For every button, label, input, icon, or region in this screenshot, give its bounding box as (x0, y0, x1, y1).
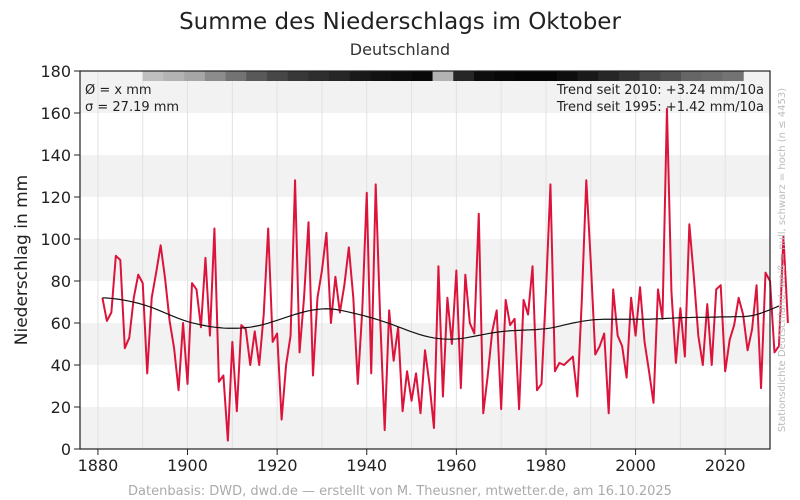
density-cell (349, 71, 372, 81)
y-tick-label: 140 (40, 146, 71, 165)
density-cell (142, 71, 165, 81)
density-cell (266, 71, 289, 81)
density-cell (515, 71, 537, 81)
x-axis: 1880 1900 1920 1940 1960 1980 2000 2020 (78, 449, 746, 475)
density-cell (411, 71, 434, 81)
density-cell (246, 71, 268, 81)
station-density-strip (142, 71, 744, 81)
band-0 (80, 407, 770, 449)
x-tick-label: 1880 (78, 456, 119, 475)
density-cell (391, 71, 413, 81)
x-tick-label: 1900 (167, 456, 208, 475)
chart-subtitle: Deutschland (350, 40, 450, 59)
y-tick-label: 160 (40, 104, 71, 123)
density-cell (639, 71, 661, 81)
y-tick-label: 100 (40, 230, 71, 249)
x-tick-label: 2000 (615, 456, 656, 475)
density-cell (556, 71, 579, 81)
density-cell (494, 71, 516, 81)
series-layer (101, 107, 789, 442)
density-cell (329, 71, 351, 81)
x-tick-label: 1920 (257, 456, 298, 475)
stat-trend-2010: Trend seit 2010: +3.24 mm/10a (556, 83, 764, 98)
density-cell (536, 71, 558, 81)
footer-source: Datenbasis: DWD, dwd.de — erstellt von M… (128, 484, 672, 499)
plot-frame (79, 70, 771, 450)
density-cell (184, 71, 206, 81)
y-tick-label: 0 (61, 440, 71, 459)
y-tick-label: 40 (51, 356, 71, 375)
y-axis-label: Niederschlag in mm (12, 175, 32, 345)
stat-sigma: σ = 27.19 mm (85, 100, 179, 115)
density-cell (204, 71, 227, 81)
density-cell (308, 71, 330, 81)
stat-mean: Ø = x mm (85, 83, 152, 98)
density-cell (432, 71, 454, 81)
density-cell (287, 71, 309, 81)
density-cell (701, 71, 724, 81)
density-cell (722, 71, 744, 81)
y-tick-label: 120 (40, 188, 71, 207)
density-cell (163, 71, 185, 81)
x-tick-label: 2020 (705, 456, 746, 475)
station-density-note: Stationsdichte Deutschland: weiß = null,… (777, 88, 788, 432)
density-cell (618, 71, 641, 81)
vertical-gridlines (97, 71, 726, 449)
y-axis: 0 20 40 60 80 100 120 140 160 180 (40, 62, 80, 459)
y-tick-label: 20 (51, 398, 71, 417)
x-tick-label: 1980 (526, 456, 567, 475)
band-80 (80, 239, 770, 281)
chart-title: Summe des Niederschlags im Oktober (179, 9, 621, 35)
density-cell (370, 71, 392, 81)
density-cell (225, 71, 247, 81)
y-tick-label: 180 (40, 62, 71, 81)
density-cell (660, 71, 682, 81)
series-line-smoothed (102, 297, 780, 340)
density-cell (577, 71, 599, 81)
y-tick-label: 60 (51, 314, 71, 333)
density-cell (453, 71, 475, 81)
x-tick-label: 1940 (346, 456, 387, 475)
x-tick-label: 1960 (436, 456, 477, 475)
y-tick-label: 80 (51, 272, 71, 291)
density-cell (473, 71, 496, 81)
density-cell (598, 71, 620, 81)
band-120 (80, 155, 770, 197)
series-line-precipitation (101, 107, 789, 442)
stat-trend-1995: Trend seit 1995: +1.42 mm/10a (556, 100, 764, 115)
density-cell (681, 71, 703, 81)
